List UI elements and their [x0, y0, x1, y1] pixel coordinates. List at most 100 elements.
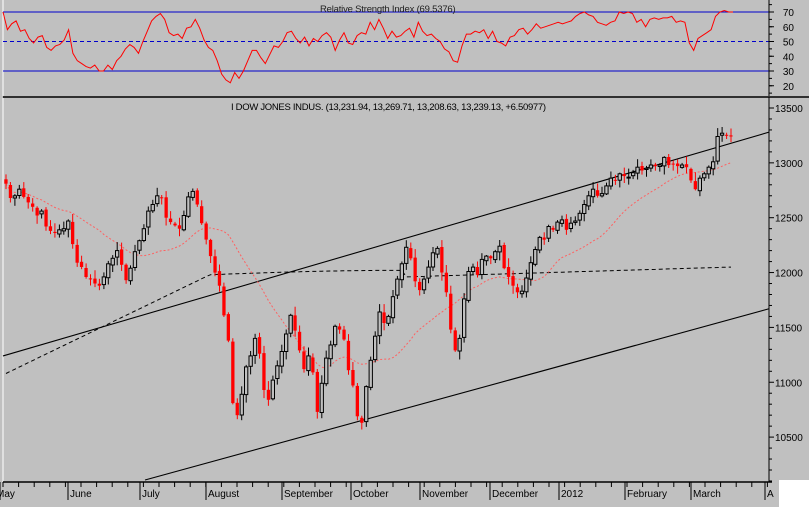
price-panel: 13500 13000 12500 12000 11500 11000 10500 [2, 97, 803, 482]
candle-body-down [84, 268, 88, 277]
price-title: I DOW JONES INDUS. (13,231.94, 13,269.71… [231, 102, 546, 113]
candle-body-down [444, 272, 448, 293]
candle-body-down [160, 197, 164, 199]
candle-body-up [537, 236, 542, 251]
candle-body-down [351, 370, 355, 386]
candle-body-up [101, 276, 106, 286]
candle-body-up [239, 393, 244, 416]
candle-body-up [115, 250, 120, 258]
candle-body-up [546, 226, 551, 239]
candle-body-up [333, 325, 338, 346]
rsi-tick-label: 20 [783, 82, 795, 93]
candle-body-up [430, 252, 436, 268]
candle-body-down [684, 164, 689, 168]
candle-body-up [306, 355, 311, 372]
candle-body-up [373, 335, 378, 361]
candle-body-down [88, 278, 93, 280]
candle-body-down [622, 174, 626, 177]
price-tick-label: 13000 [775, 159, 803, 170]
candle-body-down [71, 221, 75, 245]
candle-body-up [57, 229, 62, 235]
candle-body-down [200, 206, 204, 224]
month-label: December [492, 489, 539, 500]
candle-body-down [195, 190, 199, 205]
candle-body-up [519, 290, 525, 295]
candle-body-down [475, 267, 480, 275]
candle-body-up [128, 267, 133, 282]
rsi-line [2, 9, 733, 84]
candle-body-up [270, 379, 276, 400]
month-label: June [70, 489, 92, 500]
candle-body-up [586, 195, 591, 207]
candle-body-down [173, 223, 177, 226]
candle-body-down [671, 163, 675, 165]
candle-body-up [719, 132, 725, 136]
candle-body-down [453, 330, 457, 351]
candle-body-up [706, 166, 711, 175]
candle-body-up [702, 173, 707, 179]
candle-body-up [484, 255, 489, 262]
candle-body-down [409, 248, 413, 259]
candle-body-up [648, 164, 654, 169]
month-label: November [422, 489, 469, 500]
candle-body-down [4, 179, 8, 184]
month-label: October [353, 489, 389, 500]
candlesticks [4, 127, 733, 430]
candle-body-up [662, 156, 667, 167]
candle-body-up [524, 277, 529, 293]
candle-body-down [124, 264, 128, 281]
month-label: February [627, 489, 667, 500]
candle-body-down [222, 286, 226, 316]
candle-body-up [275, 365, 280, 379]
corner-gutter [779, 480, 809, 507]
price-tick-label: 12500 [775, 214, 803, 225]
candle-body-down [489, 256, 493, 259]
candle-body-up [12, 195, 17, 199]
candle-body-up [657, 164, 663, 167]
candle-body-up [426, 266, 431, 279]
candle-body-down [302, 351, 306, 370]
rsi-tick-label: 70 [783, 8, 795, 19]
candle-body-down [293, 315, 297, 331]
candle-body-down [22, 188, 26, 197]
candle-body-up [617, 173, 622, 181]
candle-body-up [377, 311, 382, 337]
candle-body-down [93, 278, 97, 284]
candle-body-up [466, 271, 471, 301]
candle-body-up [368, 359, 373, 388]
candle-body-down [595, 190, 600, 196]
candle-body-up [555, 221, 560, 231]
candle-body-down [413, 257, 417, 282]
candle-body-down [79, 261, 84, 267]
candle-body-up [132, 251, 138, 268]
candle-body-down [360, 417, 364, 423]
candle-body-up [559, 219, 565, 224]
price-tick-label: 11000 [775, 378, 803, 389]
candle-body-up [533, 249, 538, 265]
candle-body-down [208, 239, 213, 257]
candle-body-up [386, 315, 391, 324]
rsi-title: Relative Strength Index (69.5376) [320, 4, 456, 15]
month-label: May [0, 489, 15, 500]
candle-body-up [390, 296, 396, 319]
candle-body-down [213, 256, 217, 273]
candle-body-up [319, 382, 324, 413]
x-axis: May June July August September October Novembe… [0, 481, 774, 500]
month-label: March [693, 489, 721, 500]
candle-body-down [355, 385, 359, 417]
candle-body-up [150, 204, 155, 212]
candle-body-up [462, 298, 467, 338]
candle-body-up [608, 177, 614, 187]
candle-body-down [564, 218, 569, 230]
candle-body-up [435, 247, 440, 255]
ma-short-line [5, 162, 732, 369]
candle-body-up [470, 266, 476, 273]
candle-body-up [155, 195, 160, 205]
candle-body-up [497, 245, 502, 253]
candle-body-down [8, 185, 13, 198]
candle-body-down [257, 337, 262, 354]
candle-body-down [297, 331, 302, 351]
candle-body-down [667, 157, 671, 166]
candle-body-up [457, 337, 462, 352]
candle-body-up [279, 351, 284, 367]
